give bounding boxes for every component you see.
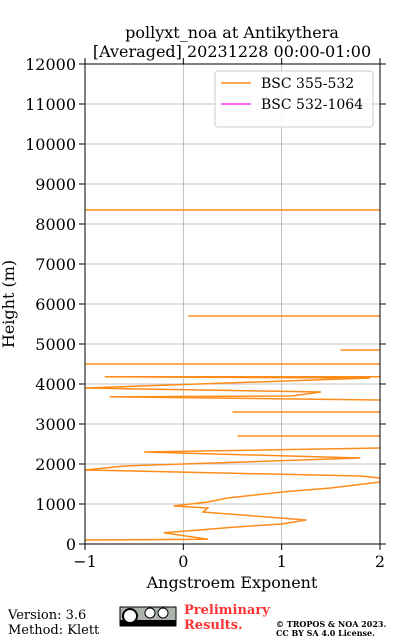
- preliminary: Results.: [184, 618, 243, 633]
- x-axis-label: Angstroem Exponent: [146, 573, 318, 592]
- y-tick-label: 0: [66, 535, 76, 554]
- y-tick-label: 7000: [35, 255, 76, 274]
- x-tick-label: 2: [375, 552, 385, 571]
- cc-logo: [119, 606, 177, 627]
- y-tick-label: 10000: [25, 135, 76, 154]
- y-tick-label: 8000: [35, 215, 76, 234]
- plot-lines: [85, 209, 380, 541]
- copyright: © TROPOS & NOA 2023.: [276, 619, 386, 629]
- x-tick-label: 1: [277, 552, 287, 571]
- y-tick-label: 11000: [25, 95, 76, 114]
- y-tick-label: 6000: [35, 295, 76, 314]
- y-axis-label: Height (m): [0, 260, 18, 348]
- x-tick-label: −1: [73, 552, 97, 571]
- series-line: [85, 209, 380, 541]
- legend-box: [214, 70, 374, 128]
- y-tick-label: 9000: [35, 175, 76, 194]
- legend: BSC 355-532 BSC 532-1064: [214, 70, 374, 128]
- y-tick-label: 12000: [25, 55, 76, 74]
- method: Method: Klett: [8, 623, 100, 638]
- x-tick-label: 0: [178, 552, 188, 571]
- ticks: −1 0 1 201000200030004000500060007000800090…: [25, 55, 386, 571]
- copyright: CC BY SA 4.0 License.: [276, 628, 375, 638]
- y-tick-label: 1000: [35, 495, 76, 514]
- y-tick-label: 5000: [35, 335, 76, 354]
- version: Version: 3.6: [7, 608, 86, 623]
- y-tick-label: 4000: [35, 375, 76, 394]
- y-tick-label: 3000: [35, 415, 76, 434]
- legend-label: BSC 355-532: [261, 76, 354, 92]
- chart-title: pollyxt_noa at Antikythera: [125, 23, 339, 42]
- y-tick-label: 2000: [35, 455, 76, 474]
- grid: [84, 63, 381, 545]
- preliminary: Preliminary: [184, 603, 270, 618]
- legend-label: BSC 532-1064: [261, 97, 363, 113]
- chart-title: [Averaged] 20231228 00:00-01:00: [93, 42, 371, 61]
